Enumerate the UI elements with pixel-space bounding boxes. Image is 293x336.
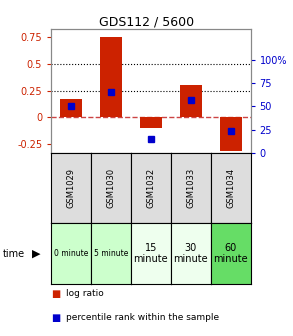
Bar <box>100 37 122 117</box>
Text: GSM1030: GSM1030 <box>107 168 115 208</box>
Text: GSM1034: GSM1034 <box>226 168 235 208</box>
Text: GDS112 / 5600: GDS112 / 5600 <box>99 15 194 28</box>
Text: GSM1033: GSM1033 <box>186 168 195 208</box>
Bar <box>220 117 241 152</box>
Text: time: time <box>3 249 25 259</box>
Bar <box>60 99 82 117</box>
Bar <box>140 117 162 128</box>
Text: ■: ■ <box>51 289 61 299</box>
Text: 5 minute: 5 minute <box>94 249 128 258</box>
Text: 60
minute: 60 minute <box>213 243 248 264</box>
Text: ▶: ▶ <box>32 249 41 259</box>
Text: log ratio: log ratio <box>66 290 104 298</box>
Text: GSM1032: GSM1032 <box>146 168 155 208</box>
Text: ■: ■ <box>51 312 61 323</box>
Text: GSM1029: GSM1029 <box>67 168 76 208</box>
Text: 0 minute: 0 minute <box>54 249 88 258</box>
Text: 15
minute: 15 minute <box>134 243 168 264</box>
Text: 30
minute: 30 minute <box>173 243 208 264</box>
Text: percentile rank within the sample: percentile rank within the sample <box>66 313 219 322</box>
Bar <box>180 85 202 117</box>
